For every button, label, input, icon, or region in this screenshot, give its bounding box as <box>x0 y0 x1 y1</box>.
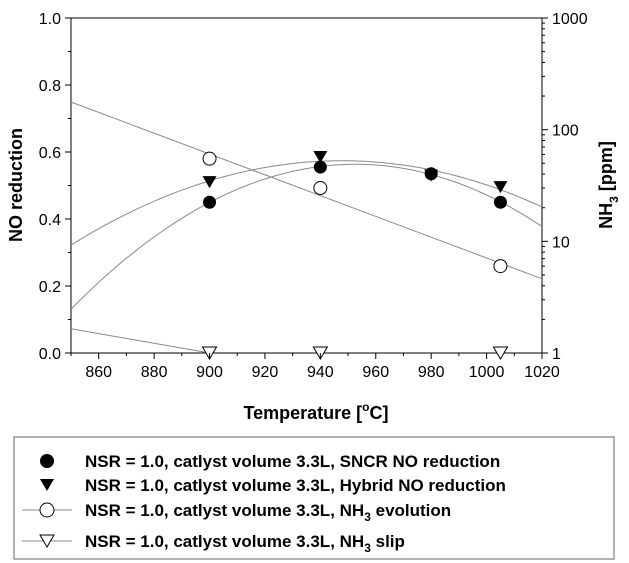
legend-marker-slip <box>39 534 55 548</box>
x-axis-title: Temperature [oC] <box>243 400 388 423</box>
x-tick-label: 980 <box>418 364 445 381</box>
data-point-series-2 <box>313 151 328 164</box>
x-tick-label: 940 <box>307 364 334 381</box>
data-point-series-2 <box>493 181 508 194</box>
x-tick-label: 880 <box>141 364 168 381</box>
y-axis-title: NO reduction <box>6 128 26 242</box>
legend-entry-4: NSR = 1.0, catlyst volume 3.3L, NH3 slip <box>85 532 405 555</box>
axis-ticks: 860 880 900 920 940 960 980 1000 1020 0.0 0.2 0.4 0.… <box>39 11 588 381</box>
plot-frame <box>70 17 543 354</box>
y2-axis-title: NH3 [ppm] <box>596 141 621 229</box>
data-point-series-1 <box>203 195 217 209</box>
fit-curve-series-2 <box>70 160 543 246</box>
legend: NSR = 1.0, catlyst volume 3.3L, SNCR NO … <box>13 436 615 560</box>
legend-marker-hybrid <box>40 479 54 491</box>
data-point-series-2 <box>424 169 439 182</box>
legend-frame <box>13 436 615 560</box>
data-point-series-3 <box>202 151 217 166</box>
legend-markers <box>22 454 72 548</box>
x-tick-label: 1000 <box>469 364 505 381</box>
fit-curve-series-4 <box>70 328 210 354</box>
data-point-series-3 <box>313 181 328 196</box>
legend-entry-1: NSR = 1.0, catlyst volume 3.3L, SNCR NO … <box>85 452 500 471</box>
y-tick-label: 0.4 <box>39 212 61 229</box>
data-point-series-1 <box>493 195 507 209</box>
y-tick-label: 1.0 <box>39 11 61 28</box>
y2-tick-label: 1000 <box>552 11 588 28</box>
y2-tick-label: 1 <box>552 346 561 363</box>
x-tick-label: 900 <box>196 364 223 381</box>
y-tick-label: 0.2 <box>39 279 61 296</box>
data-point-series-4 <box>492 346 509 360</box>
y-tick-label: 0.6 <box>39 145 61 162</box>
y-tick-label: 0.8 <box>39 78 61 95</box>
fit-curve-series-3 <box>70 101 543 280</box>
y2-tick-label: 100 <box>552 123 579 140</box>
x-tick-label: 860 <box>85 364 112 381</box>
data-points <box>201 151 509 360</box>
legend-marker-evolution <box>39 502 55 518</box>
x-tick-label: 920 <box>252 364 279 381</box>
fit-curve-series-1 <box>70 163 543 310</box>
y-tick-label: 0.0 <box>39 346 61 363</box>
fit-curves <box>70 101 543 354</box>
legend-entry-2: NSR = 1.0, catlyst volume 3.3L, Hybrid N… <box>85 476 506 495</box>
plot-area <box>70 17 543 354</box>
data-point-series-2 <box>202 176 217 189</box>
legend-marker-snc-r <box>40 454 54 468</box>
data-point-series-3 <box>493 259 508 274</box>
x-tick-label: 1020 <box>524 364 560 381</box>
data-point-series-1 <box>313 160 327 174</box>
legend-entry-3: NSR = 1.0, catlyst volume 3.3L, NH3 evol… <box>85 501 451 524</box>
x-tick-label: 960 <box>362 364 389 381</box>
y2-tick-label: 10 <box>552 234 570 251</box>
